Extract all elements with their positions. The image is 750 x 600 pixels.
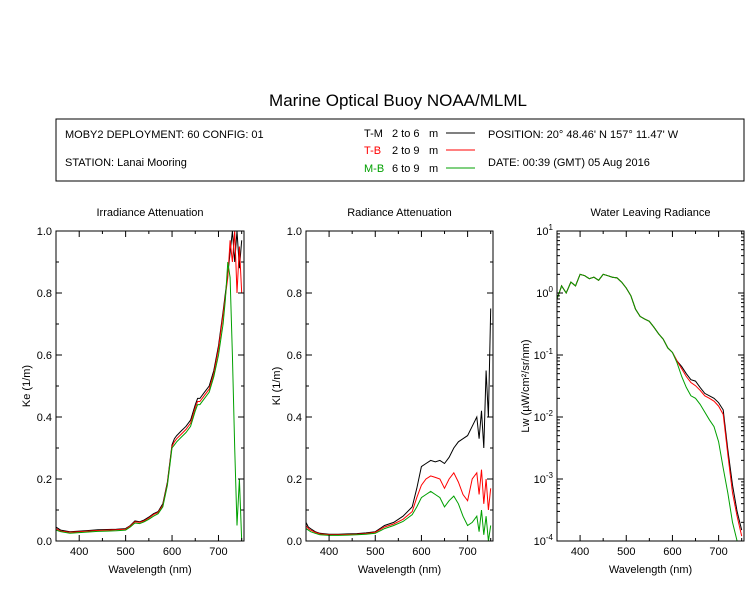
x-tick-label: 400 [320, 546, 338, 558]
series-line-t-m [306, 308, 492, 535]
y-axis-label: Kl (1/m) [271, 367, 283, 406]
x-tick-label: 500 [366, 546, 384, 558]
x-tick-label: 400 [70, 546, 88, 558]
legend-range: 6 to 9 [392, 163, 420, 175]
legend-code: T-M [364, 128, 383, 140]
plot-frame [55, 230, 245, 542]
x-tick-label: 700 [709, 546, 727, 558]
x-tick-label: 600 [663, 546, 681, 558]
series-line-t-m [56, 230, 243, 533]
legend-range: 2 to 6 [392, 128, 420, 140]
x-tick-label: 500 [116, 546, 134, 558]
y-tick-label: 1.0 [37, 226, 52, 238]
y-tick-label: 0.2 [287, 474, 302, 486]
chart-title: Radiance Attenuation [347, 207, 452, 219]
series-line-m-b [306, 490, 492, 542]
chart-panel-2: Radiance Attenuation 400 500 600 700 0.0 0.2 0.… [271, 207, 494, 576]
chart-title: Irradiance Attenuation [96, 207, 203, 219]
series-line-t-b [557, 273, 743, 537]
legend-item-tb: T-B 2 to 9 m [364, 145, 475, 157]
chart-panel-3: Water Leaving Radiance 400 500 600 700 10-4 10… [520, 207, 745, 576]
page-title: Marine Optical Buoy NOAA/MLML [269, 91, 527, 110]
x-axis-label: Wavelength (nm) [609, 564, 692, 576]
y-tick-label: 101 [536, 223, 553, 238]
x-tick-label: 500 [617, 546, 635, 558]
y-tick-label: 0.4 [37, 412, 52, 424]
y-tick-label: 10-1 [534, 347, 554, 362]
series-line-t-b [306, 469, 492, 536]
plot-frame [556, 230, 745, 542]
y-tick-label: 10-2 [534, 409, 554, 424]
y-tick-label: 1.0 [287, 226, 302, 238]
legend-range: 2 to 9 [392, 145, 420, 157]
x-tick-label: 700 [458, 546, 476, 558]
y-tick-label: 0.8 [287, 288, 302, 300]
series-line-t-m [557, 273, 743, 531]
chart-panels: Irradiance Attenuation 400 500 600 700 0.0 0.2… [21, 207, 745, 576]
series-line-m-b [56, 261, 243, 542]
legend-code: T-B [364, 145, 381, 157]
deployment-text: MOBY2 DEPLOYMENT: 60 CONFIG: 01 [65, 129, 264, 141]
x-axis-label: Wavelength (nm) [358, 564, 441, 576]
info-box [55, 118, 745, 182]
legend-code: M-B [364, 163, 384, 175]
chart-panel-1: Irradiance Attenuation 400 500 600 700 0.0 0.2… [21, 207, 245, 576]
y-tick-label: 0.0 [287, 536, 302, 548]
station-text: STATION: Lanai Mooring [65, 157, 187, 169]
legend-unit: m [429, 145, 438, 157]
y-tick-label: 10-3 [534, 471, 554, 486]
date-text: DATE: 00:39 (GMT) 05 Aug 2016 [488, 157, 650, 169]
y-tick-label: 0.6 [37, 350, 52, 362]
legend-item-tm: T-M 2 to 6 m [364, 128, 475, 140]
x-axis-label: Wavelength (nm) [108, 564, 191, 576]
legend-unit: m [429, 128, 438, 140]
y-tick-label: 10-4 [534, 533, 554, 548]
x-tick-label: 600 [163, 546, 181, 558]
y-tick-label: 0.2 [37, 474, 52, 486]
y-tick-label: 100 [536, 285, 553, 300]
x-tick-label: 400 [571, 546, 589, 558]
depth-legend: T-M 2 to 6 m T-B 2 to 9 m M-B 6 to 9 m [364, 128, 475, 175]
chart-title: Water Leaving Radiance [590, 207, 710, 219]
plot-frame [305, 230, 494, 542]
legend-unit: m [429, 163, 438, 175]
y-axis-label: Ke (1/m) [21, 365, 33, 407]
y-tick-label: 0.6 [287, 350, 302, 362]
y-axis-label: Lw (µW/cm²/sr/nm) [520, 339, 532, 432]
legend-item-mb: M-B 6 to 9 m [364, 163, 475, 175]
x-tick-label: 600 [412, 546, 430, 558]
series-line-t-b [56, 230, 243, 533]
series-line-m-b [557, 273, 742, 542]
position-text: POSITION: 20° 48.46' N 157° 11.47' W [488, 129, 679, 141]
y-tick-label: 0.0 [37, 536, 52, 548]
x-tick-label: 700 [209, 546, 227, 558]
y-tick-label: 0.8 [37, 288, 52, 300]
y-tick-label: 0.4 [287, 412, 302, 424]
